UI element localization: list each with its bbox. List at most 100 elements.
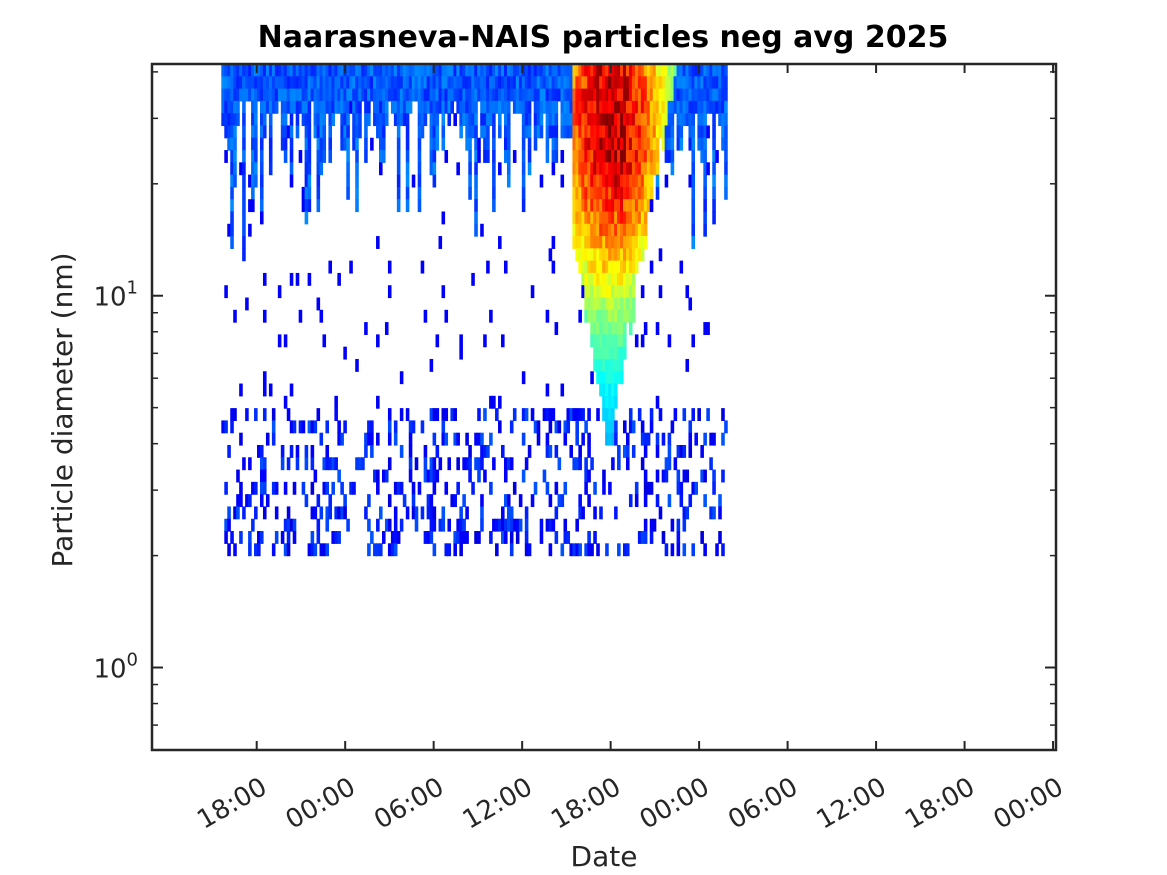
heatmap-cell: [304, 457, 309, 471]
heatmap-cell: [569, 88, 574, 102]
heatmap-cell: [521, 469, 526, 483]
heatmap-cell: [634, 137, 639, 151]
heatmap-cell: [602, 162, 606, 176]
heatmap-cell: [661, 76, 666, 90]
heatmap-cell: [628, 64, 633, 77]
heatmap-cell: [706, 125, 710, 139]
heatmap-cell: [617, 346, 621, 360]
heatmap-cell: [703, 162, 707, 176]
heatmap-cell: [521, 150, 526, 163]
heatmap-cell: [280, 64, 285, 77]
heatmap-cell: [390, 76, 395, 90]
heatmap-cell: [524, 408, 529, 422]
heatmap-cell: [563, 64, 568, 77]
heatmap-cell: [242, 236, 246, 249]
heatmap-cell: [620, 125, 624, 139]
heatmap-cell: [376, 236, 380, 249]
heatmap-cell: [262, 408, 267, 422]
heatmap-cell: [533, 76, 538, 90]
heatmap-cell: [649, 76, 654, 90]
heatmap-cell: [688, 64, 693, 77]
heatmap-cell: [242, 137, 246, 151]
heatmap-cell: [581, 272, 585, 286]
heatmap-cell: [572, 113, 576, 127]
heatmap-cell: [551, 100, 556, 114]
heatmap-cell: [462, 494, 466, 508]
heatmap-cell: [334, 408, 338, 422]
heatmap-cell: [652, 125, 657, 139]
heatmap-cell: [379, 150, 383, 163]
heatmap-cell: [259, 76, 264, 90]
heatmap-cell: [554, 76, 559, 90]
heatmap-cell: [575, 100, 579, 114]
heatmap-cell: [503, 457, 508, 471]
heatmap-cell: [611, 358, 615, 372]
heatmap-cell: [554, 506, 559, 520]
heatmap-cell: [596, 199, 600, 213]
heatmap-cell: [295, 64, 300, 77]
heatmap-cell: [575, 408, 579, 422]
heatmap-cell: [492, 199, 496, 213]
heatmap-cell: [355, 113, 359, 127]
heatmap-cell: [501, 88, 505, 102]
heatmap-cell: [625, 272, 630, 286]
heatmap-cell: [316, 125, 321, 139]
heatmap-cell: [611, 272, 615, 286]
heatmap-cell: [447, 457, 452, 471]
heatmap-cell: [563, 518, 568, 532]
heatmap-cell: [581, 260, 585, 274]
heatmap-cell: [224, 64, 228, 77]
heatmap-cell: [643, 211, 648, 225]
heatmap-cell: [233, 408, 237, 422]
heatmap-cell: [441, 100, 446, 114]
heatmap-cell: [608, 236, 612, 249]
heatmap-cell: [376, 469, 380, 483]
heatmap-cell: [384, 322, 389, 335]
heatmap-cell: [242, 174, 246, 188]
heatmap-cell: [509, 543, 514, 557]
heatmap-cell: [628, 420, 633, 434]
heatmap-cell: [331, 481, 335, 495]
heatmap-cell: [640, 223, 645, 237]
heatmap-cell: [262, 125, 267, 139]
heatmap-cell: [259, 174, 264, 188]
heatmap-cell: [376, 518, 380, 532]
heatmap-cell: [242, 223, 246, 237]
heatmap-cell: [468, 76, 472, 90]
heatmap-cell: [307, 162, 312, 176]
heatmap-cell: [599, 88, 603, 102]
heatmap-cell: [456, 100, 460, 114]
heatmap-cell: [712, 481, 716, 495]
heatmap-cell: [664, 100, 669, 114]
heatmap-cell: [221, 64, 225, 77]
heatmap-cell: [492, 162, 496, 176]
heatmap-cell: [328, 150, 333, 163]
heatmap-cell: [623, 88, 627, 102]
heatmap-cell: [254, 137, 258, 151]
heatmap-cell: [292, 481, 297, 495]
heatmap-cell: [301, 199, 306, 213]
heatmap-cell: [643, 432, 648, 446]
heatmap-cell: [420, 100, 425, 114]
heatmap-cell: [617, 297, 621, 311]
heatmap-cell: [301, 113, 306, 127]
heatmap-cell: [524, 100, 529, 114]
heatmap-cell: [575, 211, 579, 225]
heatmap-cell: [498, 100, 502, 114]
heatmap-cell: [292, 100, 297, 114]
heatmap-cell: [498, 88, 502, 102]
heatmap-cell: [304, 100, 309, 114]
heatmap-cell: [628, 199, 633, 213]
heatmap-cell: [617, 137, 621, 151]
heatmap-cell: [623, 113, 627, 127]
heatmap-cell: [414, 88, 419, 102]
heatmap-cell: [712, 64, 716, 77]
heatmap-cell: [631, 285, 636, 299]
heatmap-cell: [724, 137, 728, 151]
heatmap-cell: [361, 64, 365, 77]
heatmap-cell: [700, 444, 704, 458]
heatmap-cell: [432, 125, 437, 139]
heatmap-cell: [381, 113, 386, 127]
heatmap-cell: [521, 64, 526, 77]
heatmap-cell: [450, 64, 454, 77]
